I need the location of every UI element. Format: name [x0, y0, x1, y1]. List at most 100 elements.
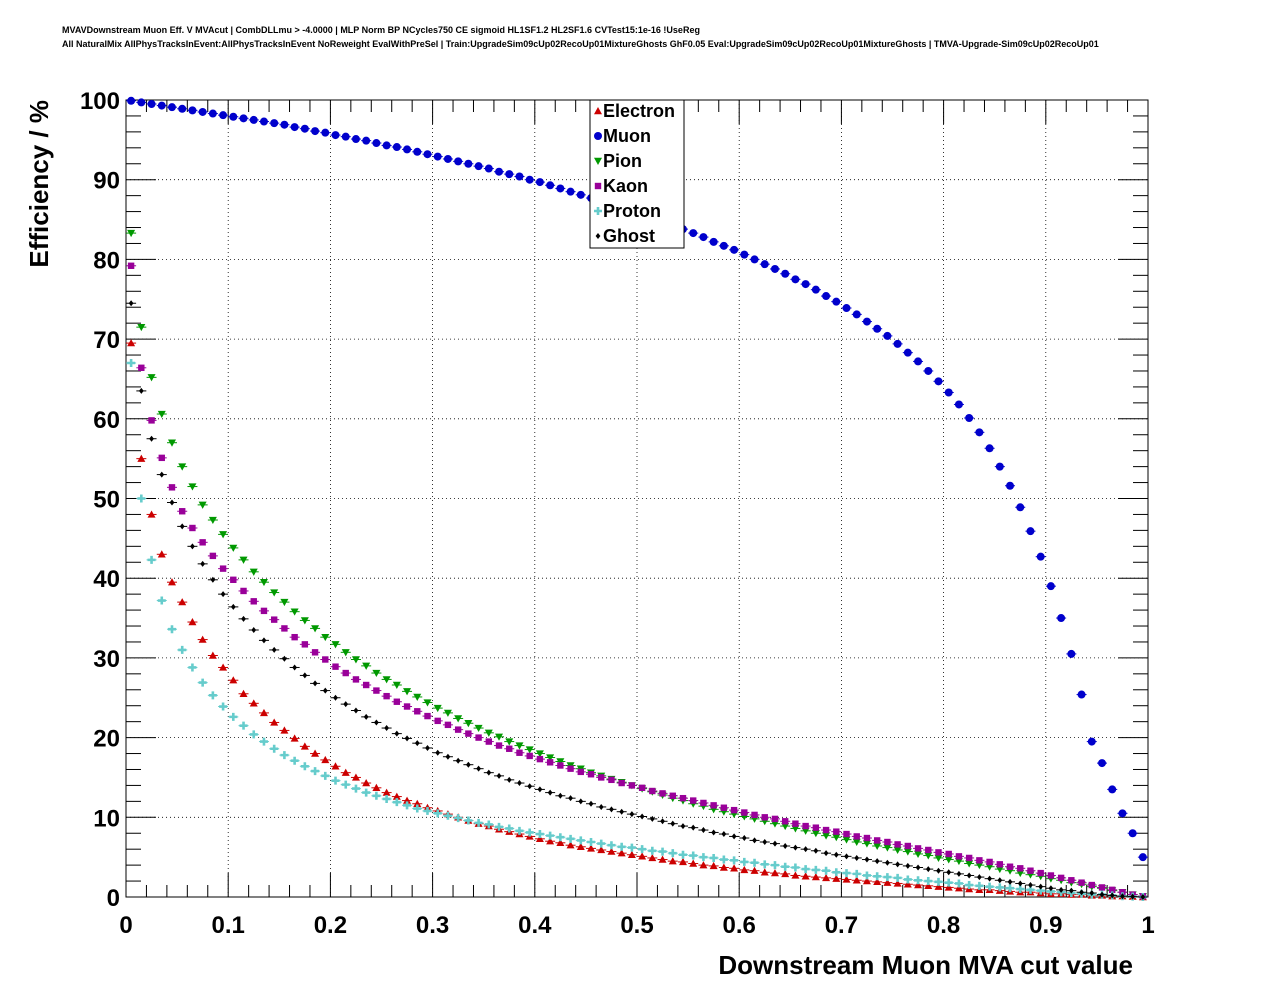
data-point-kaon [873, 837, 881, 844]
data-point-proton [280, 751, 289, 760]
data-point-kaon [127, 262, 135, 269]
data-point-kaon [506, 745, 513, 752]
data-point-proton [484, 820, 493, 829]
y-axis-label: Efficiency / % [24, 100, 54, 268]
data-point-ghost [854, 854, 860, 861]
data-point-muon [178, 104, 187, 113]
data-point-ghost [1058, 886, 1064, 893]
data-point-ghost [731, 833, 737, 840]
data-point-proton [832, 868, 841, 877]
data-point-pion [770, 820, 779, 828]
data-point-ghost [701, 827, 706, 834]
data-point-electron [893, 879, 902, 887]
data-point-proton [678, 850, 687, 859]
data-point-proton [995, 883, 1004, 892]
data-point-electron [811, 873, 820, 881]
legend-label-proton: Proton [603, 201, 661, 221]
data-point-kaon [965, 854, 973, 862]
data-point-ghost [680, 823, 686, 830]
data-point-pion [791, 825, 800, 833]
data-point-kaon [138, 364, 145, 371]
data-point-kaon [700, 799, 707, 807]
data-point-muon [791, 275, 800, 284]
data-point-electron [535, 834, 544, 843]
data-point-electron [954, 884, 963, 892]
data-point-kaon [608, 776, 615, 784]
data-point-kaon [577, 768, 584, 776]
data-point-electron [822, 873, 831, 882]
data-point-proton [321, 771, 330, 780]
data-point-pion [781, 822, 790, 831]
data-point-kaon [904, 842, 912, 850]
data-point-muon [433, 152, 442, 161]
data-point-kaon [914, 845, 922, 852]
data-point-pion [842, 836, 851, 844]
data-point-proton [372, 791, 381, 800]
data-point-ghost [159, 471, 165, 478]
data-point-pion [474, 724, 483, 733]
data-point-electron [781, 869, 790, 878]
data-point-proton [658, 847, 667, 856]
data-point-ghost [1120, 893, 1125, 900]
data-point-electron [546, 837, 555, 845]
y-tick-label: 80 [93, 247, 120, 274]
data-point-kaon [822, 826, 830, 834]
data-point-muon [464, 159, 473, 168]
data-point-electron [883, 878, 892, 886]
data-point-kaon [853, 833, 860, 840]
data-point-electron [730, 864, 739, 872]
data-point-ghost [752, 837, 757, 844]
data-point-ghost [976, 874, 982, 881]
data-point-ghost [292, 664, 298, 671]
data-point-pion [505, 738, 514, 746]
data-point-ghost [1017, 880, 1023, 887]
data-point-ghost [486, 769, 492, 776]
data-point-kaon [863, 834, 871, 842]
data-point-muon [1016, 503, 1025, 512]
data-point-muon [566, 187, 575, 196]
data-point-kaon [475, 734, 482, 741]
data-point-electron [127, 339, 136, 347]
data-point-kaon [281, 625, 288, 632]
data-point-kaon [945, 850, 952, 858]
data-point-kaon [209, 552, 217, 560]
data-point-muon [995, 462, 1004, 471]
data-point-ghost [384, 725, 390, 732]
x-tick-label: 0.1 [212, 912, 245, 939]
data-point-ghost [404, 735, 410, 742]
data-point-ghost [660, 818, 665, 825]
data-point-pion [127, 229, 136, 238]
data-point-proton [515, 826, 524, 835]
data-point-kaon [536, 755, 544, 763]
data-point-ghost [517, 780, 522, 787]
axis-ticks [125, 99, 1149, 898]
data-point-proton [873, 872, 882, 881]
data-point-proton [147, 555, 156, 564]
data-point-muon [975, 428, 984, 437]
data-point-pion [157, 410, 166, 419]
data-point-muon [914, 357, 923, 366]
data-point-pion [985, 863, 994, 871]
data-point-ghost [465, 761, 471, 768]
data-point-pion [443, 709, 452, 717]
data-point-ghost [609, 806, 614, 813]
data-point-electron [280, 726, 289, 734]
data-point-pion [832, 834, 841, 842]
data-point-electron [770, 869, 779, 877]
data-point-proton [934, 877, 943, 886]
legend-marker-pion [594, 157, 602, 165]
data-point-muon [280, 120, 289, 129]
data-point-proton [474, 818, 483, 827]
data-point-ghost [721, 831, 727, 838]
data-point-ghost [557, 792, 563, 799]
data-point-ghost [946, 869, 952, 876]
data-point-kaon [373, 687, 380, 694]
data-point-pion [239, 556, 248, 564]
data-point-electron [934, 882, 943, 890]
data-point-muon [903, 348, 912, 357]
data-point-kaon [720, 804, 728, 811]
data-point-kaon [516, 749, 523, 756]
data-point-electron [709, 861, 718, 870]
data-point-muon [127, 96, 136, 105]
